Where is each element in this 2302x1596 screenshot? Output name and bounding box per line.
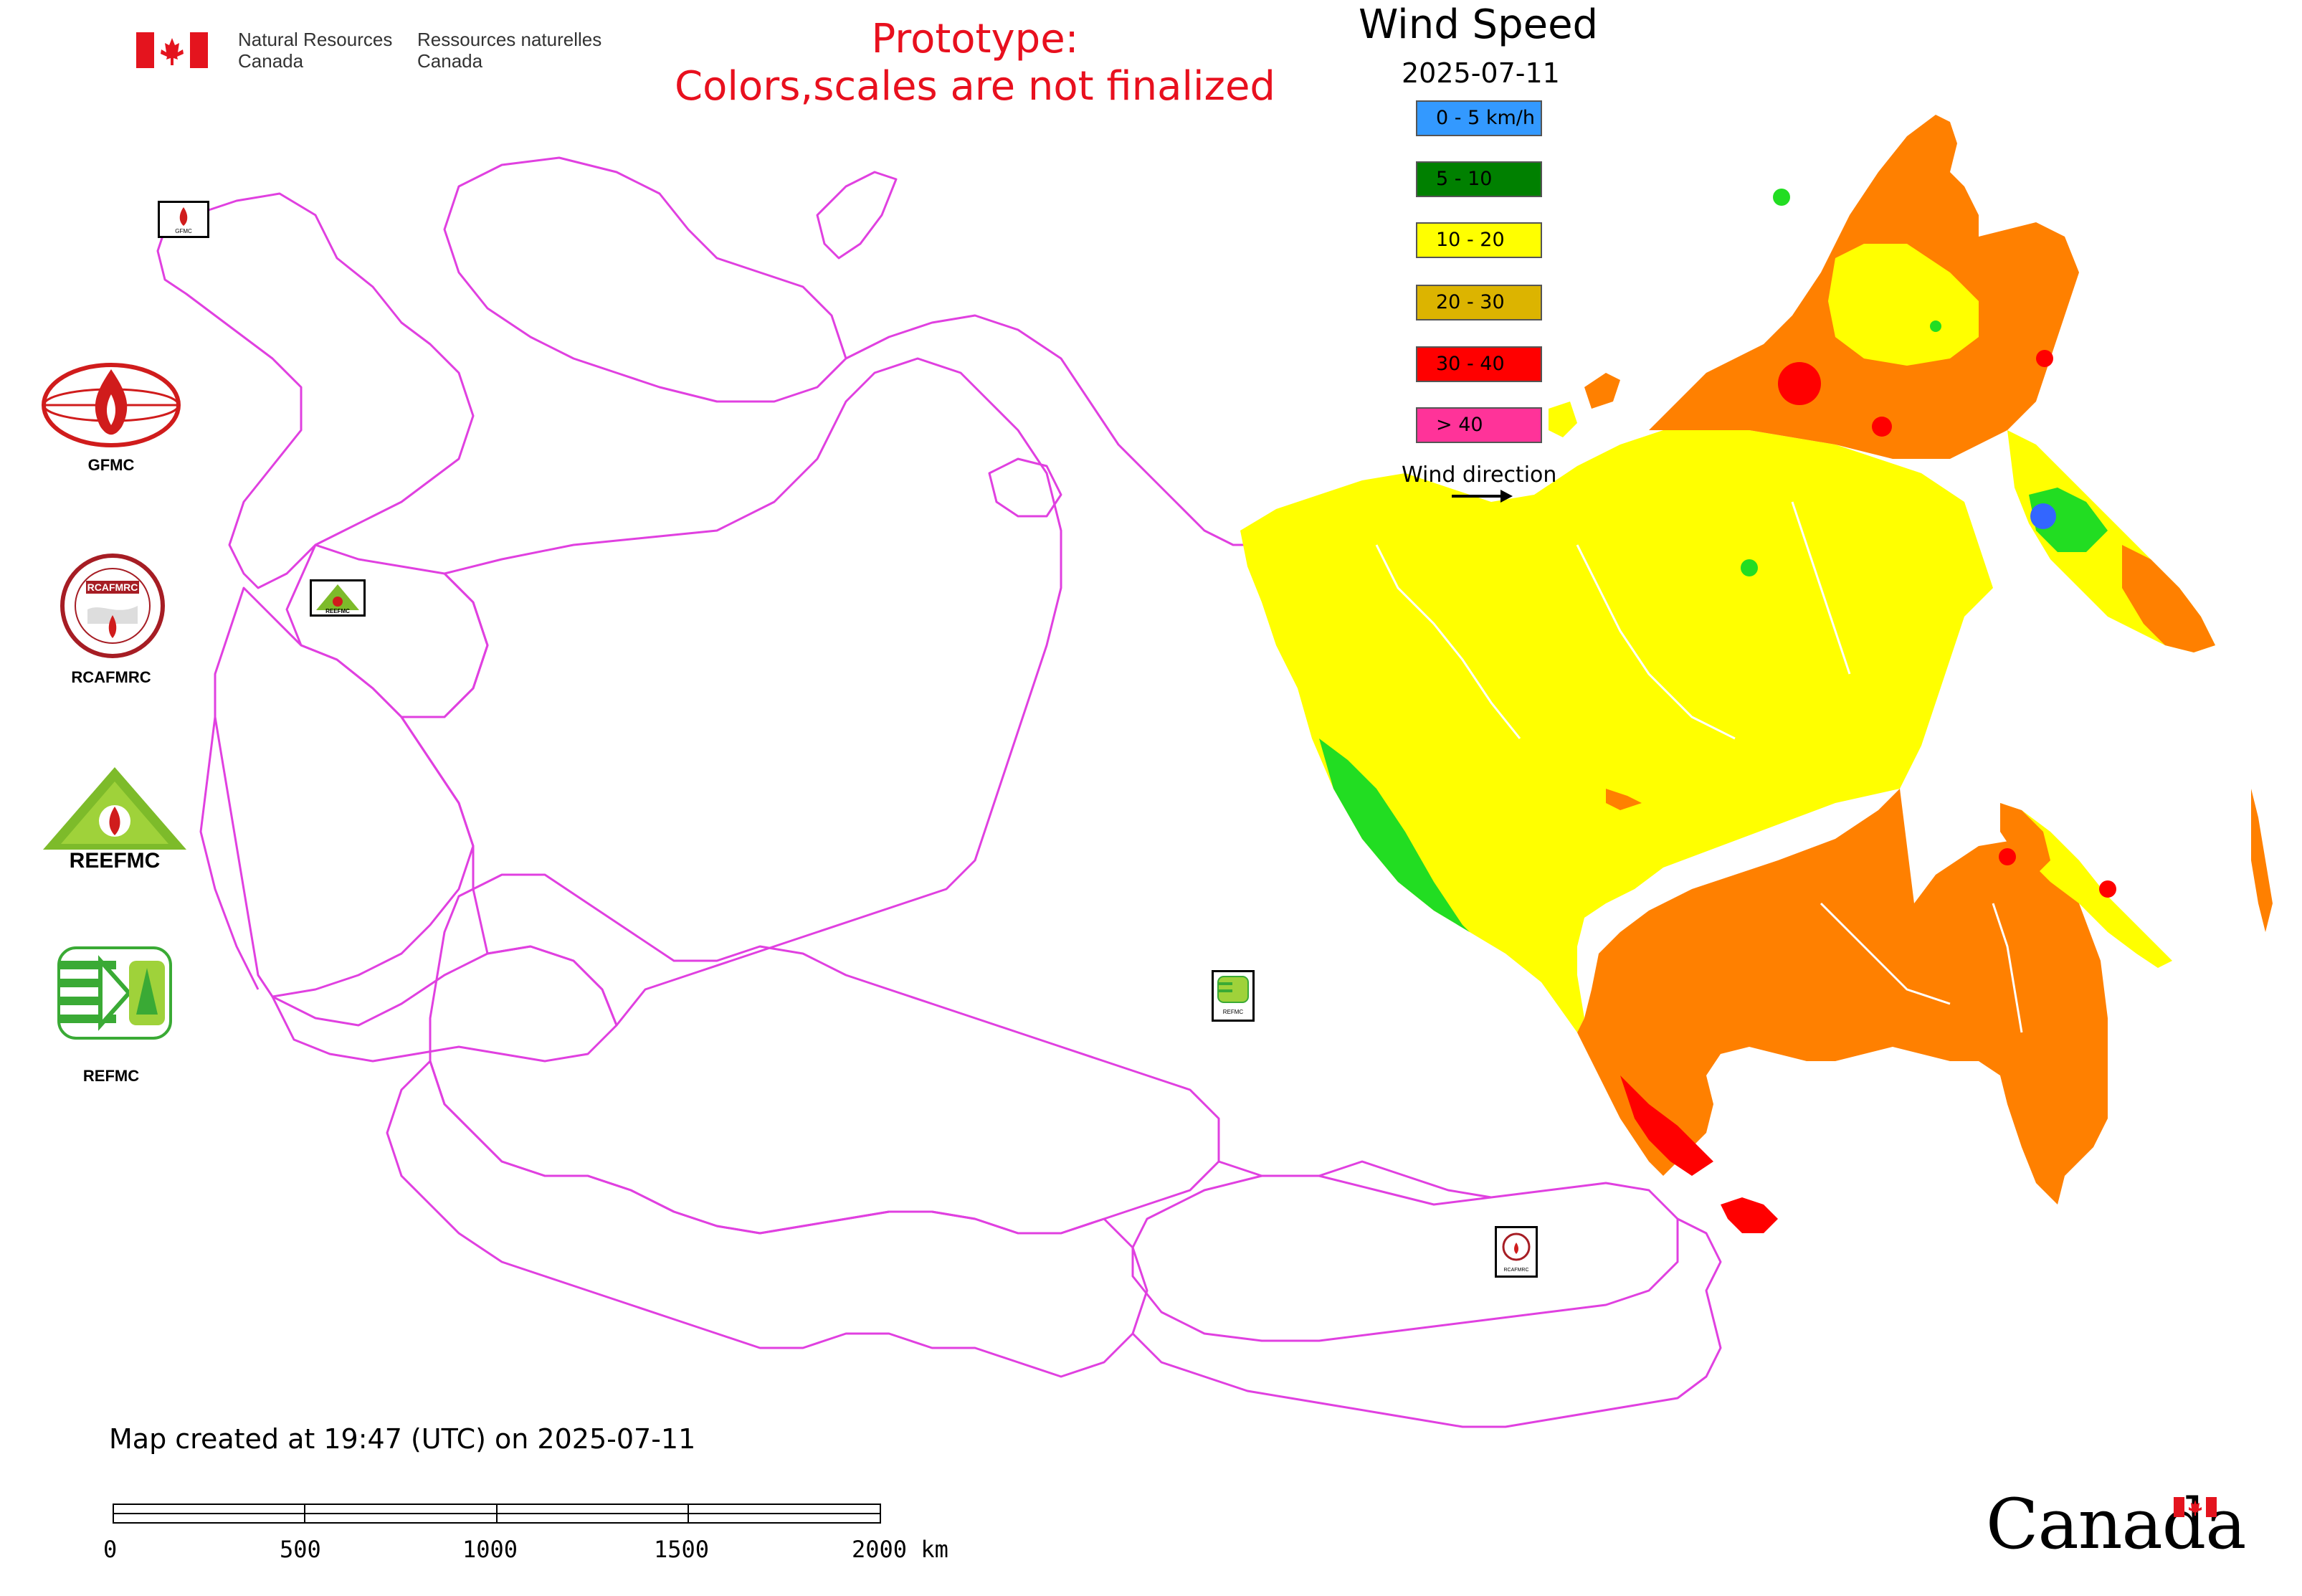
legend-title: Wind Speed [1359, 1, 1599, 48]
zone-orange-patch [1606, 789, 1642, 810]
reefmc-logo: REEFMC [36, 764, 194, 873]
border-china-north [1131, 1217, 1722, 1428]
rcafmrc-label: RCAFMRC [71, 668, 151, 686]
scale-label-2000: 2000 km [852, 1536, 948, 1563]
legend-class-over-40: > 40 [1416, 407, 1542, 443]
border-scandinavia [156, 192, 475, 589]
zone-orange-south [1577, 789, 2108, 1205]
wind-zones [1240, 115, 2273, 1233]
zone-red-vlad [1721, 1197, 1778, 1233]
border-mongolia [1131, 1174, 1679, 1342]
wind-direction-label: Wind direction [1402, 462, 1557, 488]
reefmc-marker-text: REEFMC [325, 608, 350, 614]
zone-kamchatka-orange [2122, 545, 2215, 652]
country-borders [156, 156, 1722, 1428]
border-west [199, 716, 260, 990]
rcafmrc-logo: RCAFMRC [59, 552, 166, 660]
scale-label-0: 0 [103, 1536, 118, 1563]
border-ukraine [271, 945, 618, 1063]
zone-yellow-north [1828, 244, 1979, 366]
agency-en-line1: Natural Resources [238, 29, 393, 50]
zone-kamchatka-blue [2030, 503, 2056, 529]
border-kazakhstan [429, 873, 1220, 1235]
wind-direction-arrow [1452, 490, 1513, 503]
canada-wordmark-flag-icon [2174, 1497, 2217, 1517]
refmc-label: REFMC [82, 1067, 140, 1085]
canada-flag-icon [136, 32, 208, 68]
rivers [1375, 501, 2023, 1033]
zone-island-ne [1584, 373, 1620, 409]
gfmc-marker-text: GFMC [175, 228, 192, 234]
prototype-notice-line1: Prototype: [871, 16, 1079, 62]
agency-name-french: Ressources naturelles Canada [417, 29, 601, 72]
agency-en-line2: Canada [238, 50, 304, 72]
legend-class-30-40: 30 - 40 [1416, 346, 1542, 382]
scale-label-500: 500 [280, 1536, 321, 1563]
rcafmrc-map-marker: RCAFMRC [1495, 1226, 1538, 1278]
gfmc-logo [39, 362, 183, 448]
zone-red-spot-5 [2099, 880, 2116, 898]
canada-wordmark: Canada [1986, 1484, 2246, 1564]
legend-class-20-30: 20 - 30 [1416, 285, 1542, 320]
legend-class-10-20: 10 - 20 [1416, 222, 1542, 258]
agency-fr-line2: Canada [417, 50, 483, 72]
zone-green-spot-1 [1741, 559, 1758, 576]
prototype-notice-line2: Colors,scales are not finalized [675, 63, 1275, 110]
legend-class-0-5: 0 - 5 km/h [1416, 100, 1542, 136]
zone-green-spot-2 [1930, 320, 1941, 332]
zone-island-yellow [1549, 402, 1577, 437]
border-xinjiang [1218, 1160, 1492, 1199]
gfmc-label: GFMC [87, 456, 135, 474]
gfmc-map-marker: GFMC [158, 201, 209, 238]
refmc-logo [57, 946, 172, 1040]
agency-fr-line1: Ressources naturelles [417, 29, 602, 50]
map-created-timestamp: Map created at 19:47 (UTC) on 2025-07-11 [109, 1423, 696, 1455]
zone-red-south [1620, 1075, 1713, 1176]
refmc-map-marker: REFMC [1212, 970, 1255, 1022]
zone-red-spot-4 [1999, 848, 2016, 865]
zone-sakhalin-orange [2000, 803, 2050, 875]
border-kola [443, 156, 847, 403]
rcafmrc-marker-text: RCAFMRC [1504, 1268, 1529, 1273]
border-east-europe [214, 586, 475, 998]
prototype-notice: Prototype: Colors,scales are not finaliz… [645, 16, 1305, 110]
zone-green-west [1319, 738, 1470, 932]
zone-red-spot-3 [2036, 350, 2053, 367]
scale-bar [113, 1504, 881, 1524]
rcafmrc-logo-text: RCAFMRC [87, 581, 138, 593]
border-european-russia [400, 357, 1062, 1027]
agency-name-english: Natural Resources Canada [238, 29, 392, 72]
legend-date: 2025-07-11 [1402, 57, 1560, 89]
zone-red-spot-2 [1872, 417, 1892, 437]
legend-class-5-10: 5 - 10 [1416, 161, 1542, 197]
reefmc-map-marker: REEFMC [310, 579, 366, 617]
zone-kamchatka-green [2029, 488, 2108, 552]
scale-label-1500: 1500 [654, 1536, 710, 1563]
zone-red-spot-1 [1778, 362, 1821, 405]
border-central-asia [386, 1060, 1148, 1378]
border-novaya-zemlya [816, 171, 898, 260]
scale-label-1000: 1000 [462, 1536, 518, 1563]
reefmc-logo-text: REEFMC [70, 849, 161, 871]
zone-kuril [2251, 789, 2273, 932]
zone-green-spot-3 [1773, 189, 1790, 206]
border-islands [988, 457, 1062, 518]
refmc-marker-text: REFMC [1223, 1009, 1244, 1015]
